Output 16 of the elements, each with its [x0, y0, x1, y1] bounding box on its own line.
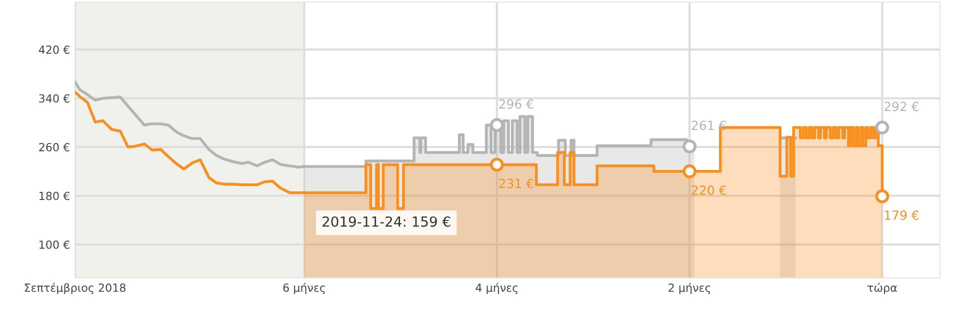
y-tick-label: 100 € [40, 240, 70, 249]
y-tick-label: 420 € [38, 46, 70, 54]
y-tick-label: 180 € [40, 192, 70, 200]
annotation: 220 € [692, 185, 726, 195]
x-tick-label: Σεπτέμβριος 2018 [24, 282, 126, 294]
y-tick-label: 340 € [39, 94, 70, 103]
annotation: 179 € [884, 210, 919, 220]
annotation: 292 € [884, 102, 919, 112]
y-tick-label: 260 € [39, 142, 70, 152]
x-tick-label: 2 μήνες [668, 282, 710, 294]
x-tick-label: 4 μήνες [476, 282, 518, 294]
annotation: 296 € [499, 99, 534, 109]
x-tick-label: τώρα [868, 282, 897, 294]
x-tick-label: 6 μήνες [283, 282, 325, 294]
annotation: 231 € [499, 178, 534, 188]
annotation: 2019-11-24: 159 € [322, 216, 450, 227]
